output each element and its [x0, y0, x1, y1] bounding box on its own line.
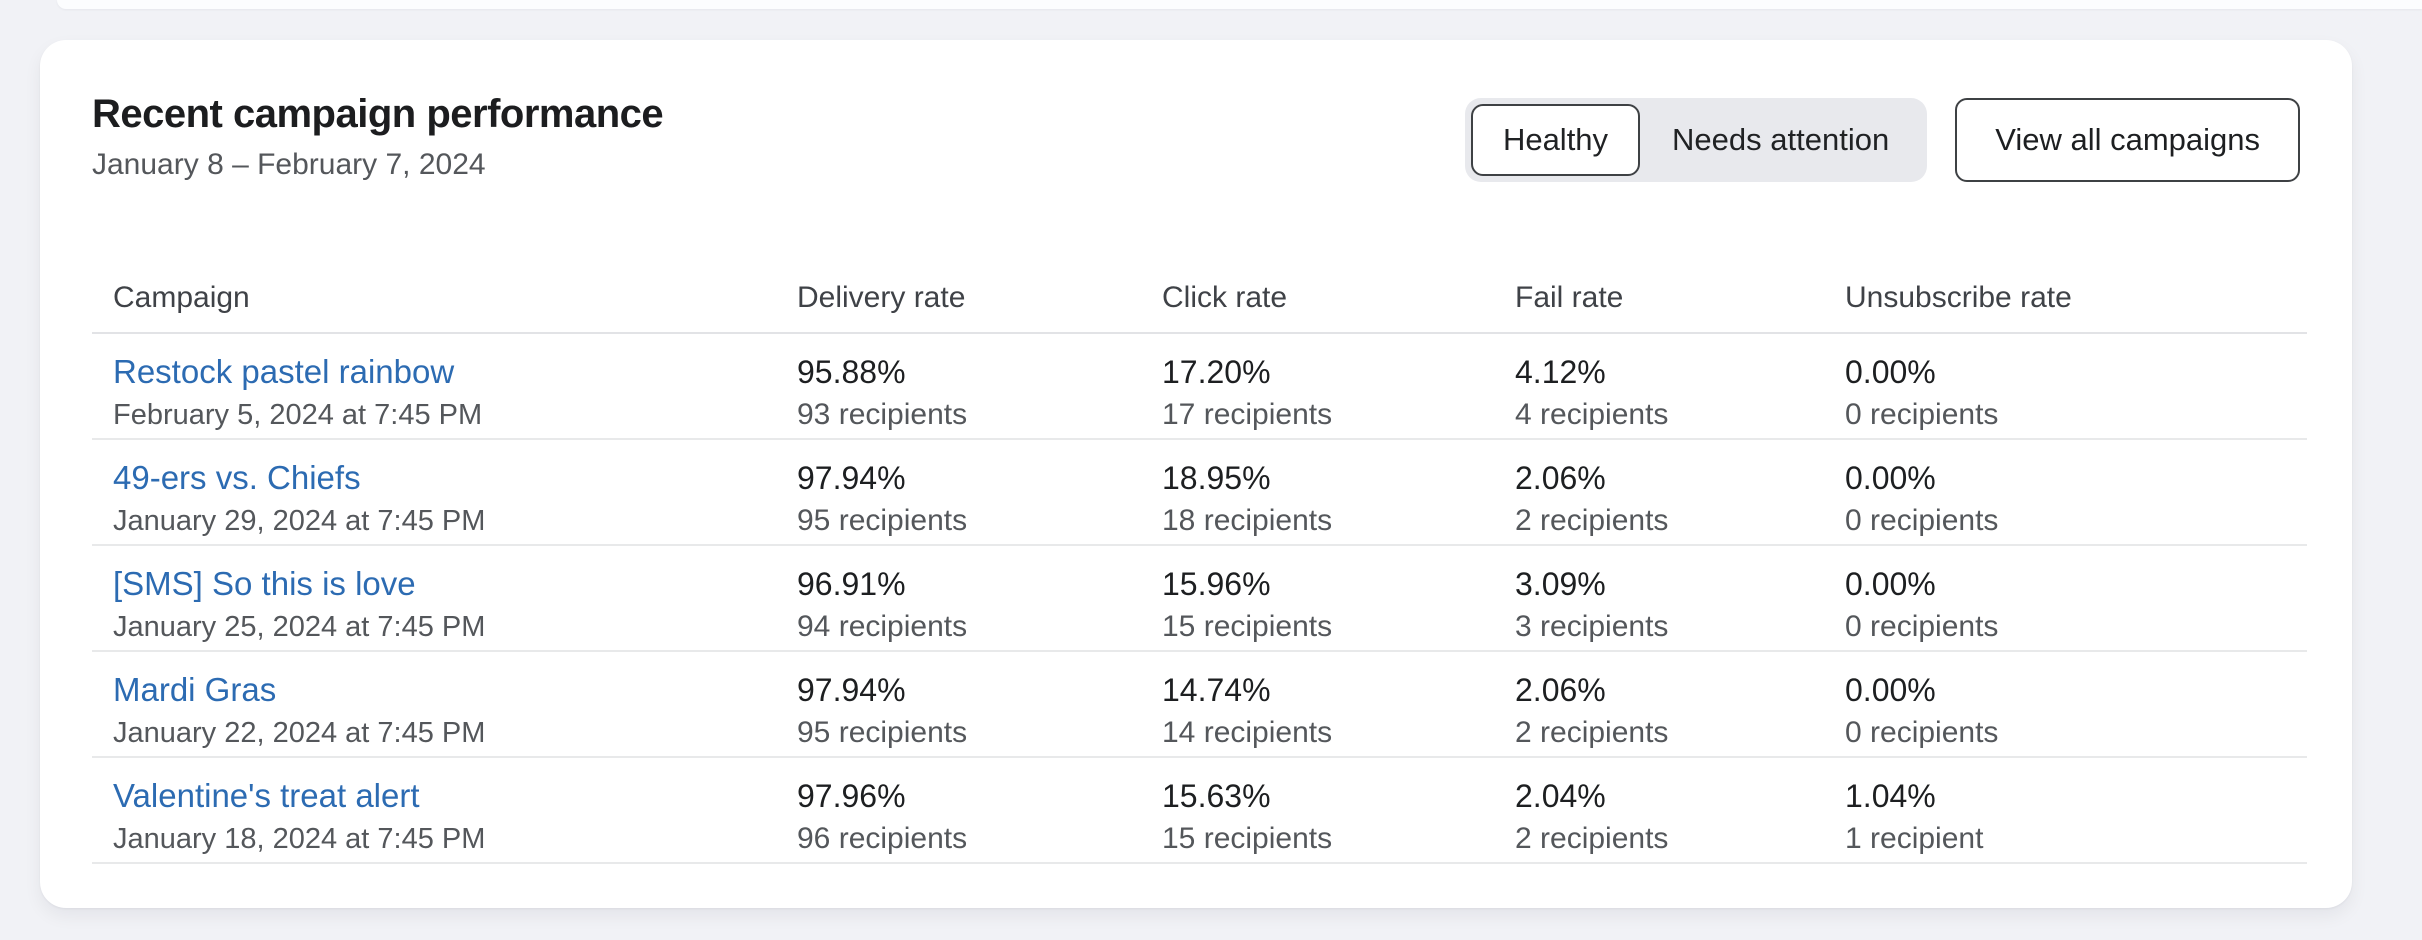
- campaign-send-date: February 5, 2024 at 7:45 PM: [113, 398, 483, 431]
- column-header-delivery-rate: Delivery rate: [797, 280, 966, 314]
- delivery-rate-cell: 95.88% 93 recipients: [797, 351, 1162, 434]
- unsubscribe-recipients: 1 recipient: [1845, 821, 1984, 855]
- unsubscribe-recipients: 0 recipients: [1845, 715, 1999, 749]
- delivery-recipients: 93 recipients: [797, 397, 968, 431]
- delivery-rate-value: 97.94%: [797, 459, 906, 496]
- unsubscribe-recipients: 0 recipients: [1845, 397, 1999, 431]
- page-title: Recent campaign performance: [92, 92, 664, 136]
- column-header-click-rate: Click rate: [1162, 280, 1288, 314]
- click-rate-value: 18.95%: [1162, 459, 1271, 496]
- unsubscribe-rate-cell: 1.04% 1 recipient: [1845, 775, 2307, 858]
- view-all-campaigns-button[interactable]: View all campaigns: [1955, 98, 2300, 182]
- fail-rate-cell: 4.12% 4 recipients: [1515, 351, 1845, 434]
- fail-rate-cell: 2.06% 2 recipients: [1515, 457, 1845, 540]
- delivery-rate-value: 95.88%: [797, 353, 906, 390]
- fail-rate-cell: 3.09% 3 recipients: [1515, 563, 1845, 646]
- card-header: Recent campaign performance January 8 – …: [40, 40, 2352, 184]
- click-rate-value: 14.74%: [1162, 671, 1271, 708]
- table-row: Valentine's treat alert January 18, 2024…: [92, 758, 2307, 864]
- click-rate-value: 15.63%: [1162, 777, 1271, 814]
- unsubscribe-rate-cell: 0.00% 0 recipients: [1845, 669, 2307, 752]
- card-heading-group: Recent campaign performance January 8 – …: [92, 92, 664, 184]
- campaign-link[interactable]: Restock pastel rainbow: [113, 352, 455, 390]
- delivery-recipients: 95 recipients: [797, 715, 968, 749]
- unsubscribe-rate-cell: 0.00% 0 recipients: [1845, 563, 2307, 646]
- click-recipients: 17 recipients: [1162, 397, 1333, 431]
- fail-rate-cell: 2.04% 2 recipients: [1515, 775, 1845, 858]
- click-rate-cell: 17.20% 17 recipients: [1162, 351, 1515, 434]
- unsubscribe-rate-value: 0.00%: [1845, 353, 1936, 390]
- campaign-cell: [SMS] So this is love January 25, 2024 a…: [92, 563, 797, 646]
- table-row: Restock pastel rainbow February 5, 2024 …: [92, 334, 2307, 440]
- delivery-recipients: 94 recipients: [797, 609, 968, 643]
- click-rate-cell: 15.96% 15 recipients: [1162, 563, 1515, 646]
- click-recipients: 15 recipients: [1162, 609, 1333, 643]
- unsubscribe-rate-cell: 0.00% 0 recipients: [1845, 351, 2307, 434]
- unsubscribe-rate-value: 0.00%: [1845, 565, 1936, 602]
- table-row: 49-ers vs. Chiefs January 29, 2024 at 7:…: [92, 440, 2307, 546]
- campaign-cell: 49-ers vs. Chiefs January 29, 2024 at 7:…: [92, 457, 797, 540]
- unsubscribe-rate-cell: 0.00% 0 recipients: [1845, 457, 2307, 540]
- delivery-rate-cell: 97.94% 95 recipients: [797, 457, 1162, 540]
- unsubscribe-rate-value: 0.00%: [1845, 671, 1936, 708]
- campaign-send-date: January 29, 2024 at 7:45 PM: [113, 504, 486, 537]
- click-rate-cell: 18.95% 18 recipients: [1162, 457, 1515, 540]
- fail-rate-value: 3.09%: [1515, 565, 1606, 602]
- fail-recipients: 2 recipients: [1515, 715, 1669, 749]
- fail-recipients: 3 recipients: [1515, 609, 1669, 643]
- campaign-cell: Restock pastel rainbow February 5, 2024 …: [92, 351, 797, 434]
- click-rate-cell: 15.63% 15 recipients: [1162, 775, 1515, 858]
- campaign-link[interactable]: [SMS] So this is love: [113, 564, 416, 602]
- unsubscribe-recipients: 0 recipients: [1845, 609, 1999, 643]
- click-recipients: 18 recipients: [1162, 503, 1333, 537]
- delivery-rate-cell: 97.94% 95 recipients: [797, 669, 1162, 752]
- delivery-recipients: 95 recipients: [797, 503, 968, 537]
- delivery-rate-value: 96.91%: [797, 565, 906, 602]
- fail-rate-cell: 2.06% 2 recipients: [1515, 669, 1845, 752]
- fail-rate-value: 2.06%: [1515, 459, 1606, 496]
- table-row: [SMS] So this is love January 25, 2024 a…: [92, 546, 2307, 652]
- delivery-rate-value: 97.96%: [797, 777, 906, 814]
- campaign-send-date: January 18, 2024 at 7:45 PM: [113, 822, 486, 855]
- delivery-rate-value: 97.94%: [797, 671, 906, 708]
- campaign-link[interactable]: Valentine's treat alert: [113, 776, 420, 814]
- header-controls: Healthy Needs attention View all campaig…: [1464, 98, 2300, 182]
- delivery-rate-cell: 97.96% 96 recipients: [797, 775, 1162, 858]
- column-header-campaign: Campaign: [113, 280, 250, 314]
- date-range: January 8 – February 7, 2024: [92, 148, 486, 181]
- health-filter-toggle: Healthy Needs attention: [1464, 98, 1928, 182]
- click-recipients: 14 recipients: [1162, 715, 1333, 749]
- unsubscribe-rate-value: 1.04%: [1845, 777, 1936, 814]
- table-header-row: Campaign Delivery rate Click rate Fail r…: [92, 280, 2307, 334]
- click-rate-cell: 14.74% 14 recipients: [1162, 669, 1515, 752]
- click-recipients: 15 recipients: [1162, 821, 1333, 855]
- campaign-link[interactable]: 49-ers vs. Chiefs: [113, 458, 361, 496]
- click-rate-value: 17.20%: [1162, 353, 1271, 390]
- fail-rate-value: 2.04%: [1515, 777, 1606, 814]
- toggle-option-needs-attention[interactable]: Needs attention: [1640, 104, 1921, 176]
- delivery-recipients: 96 recipients: [797, 821, 968, 855]
- campaign-table: Campaign Delivery rate Click rate Fail r…: [92, 280, 2307, 864]
- fail-recipients: 2 recipients: [1515, 821, 1669, 855]
- toggle-option-healthy[interactable]: Healthy: [1470, 104, 1641, 176]
- table-row: Mardi Gras January 22, 2024 at 7:45 PM 9…: [92, 652, 2307, 758]
- fail-rate-value: 4.12%: [1515, 353, 1606, 390]
- fail-recipients: 4 recipients: [1515, 397, 1669, 431]
- fail-recipients: 2 recipients: [1515, 503, 1669, 537]
- campaign-send-date: January 25, 2024 at 7:45 PM: [113, 610, 486, 643]
- column-header-fail-rate: Fail rate: [1515, 280, 1624, 314]
- recent-campaign-performance-card: Recent campaign performance January 8 – …: [40, 40, 2352, 908]
- campaign-cell: Mardi Gras January 22, 2024 at 7:45 PM: [92, 669, 797, 752]
- campaign-link[interactable]: Mardi Gras: [113, 670, 277, 708]
- top-sheet-edge: [57, 0, 2422, 9]
- delivery-rate-cell: 96.91% 94 recipients: [797, 563, 1162, 646]
- fail-rate-value: 2.06%: [1515, 671, 1606, 708]
- unsubscribe-recipients: 0 recipients: [1845, 503, 1999, 537]
- column-header-unsubscribe-rate: Unsubscribe rate: [1845, 280, 2072, 314]
- click-rate-value: 15.96%: [1162, 565, 1271, 602]
- campaign-cell: Valentine's treat alert January 18, 2024…: [92, 775, 797, 858]
- unsubscribe-rate-value: 0.00%: [1845, 459, 1936, 496]
- campaign-send-date: January 22, 2024 at 7:45 PM: [113, 716, 486, 749]
